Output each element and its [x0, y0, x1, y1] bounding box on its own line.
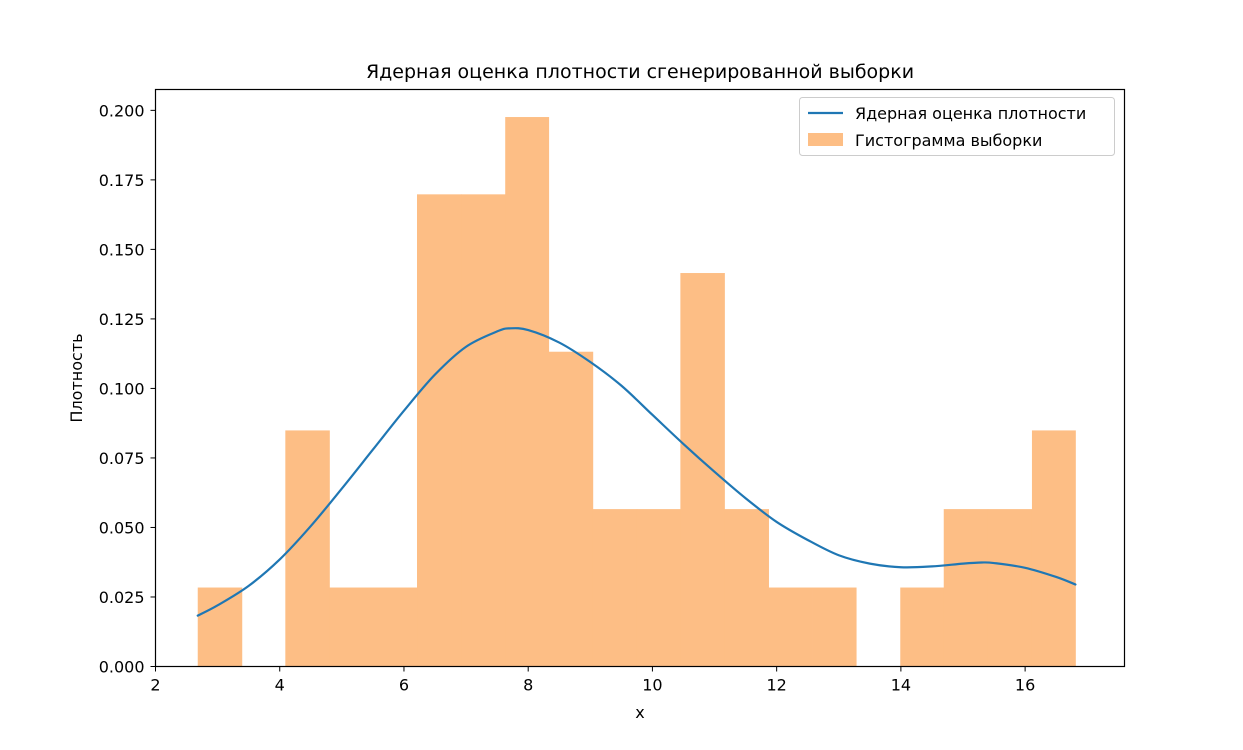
x-axis-title: x	[635, 703, 644, 722]
x-tick-label: 10	[642, 676, 662, 695]
x-tick-label: 2	[150, 676, 160, 695]
histogram-bar-6	[461, 194, 506, 667]
y-tick-label: 0.200	[99, 101, 145, 120]
histogram-bar-3	[329, 587, 374, 667]
y-tick-label: 0.125	[99, 310, 145, 329]
kde-line	[196, 327, 1077, 617]
x-tick-label: 14	[891, 676, 911, 695]
histogram-bar-14	[812, 587, 857, 667]
x-axis: 2 4 6 8 10 12 14 16	[150, 666, 1035, 695]
legend-box	[799, 97, 1115, 156]
x-tick-label: 8	[523, 676, 533, 695]
histogram-bar-5	[417, 194, 462, 667]
y-tick-label: 0.000	[99, 658, 145, 677]
x-tick-label: 12	[766, 676, 786, 695]
y-tick-label: 0.100	[99, 379, 145, 398]
legend-histogram-label: Гистограмма выборки	[855, 131, 1042, 150]
histogram-bar-16	[900, 587, 945, 667]
histogram-bar-13	[768, 587, 813, 667]
y-tick-label: 0.050	[99, 518, 145, 537]
histogram-bar-10	[636, 509, 681, 667]
histogram-bar-19	[1031, 430, 1076, 667]
y-tick-label: 0.025	[99, 588, 145, 607]
legend-kde-label: Ядерная оценка плотности	[855, 104, 1086, 123]
histogram-bar-12	[724, 509, 769, 667]
histogram-bar-17	[943, 509, 989, 667]
x-tick-label: 6	[399, 676, 409, 695]
histogram-bars	[197, 117, 1076, 667]
histogram-bar-11	[680, 273, 725, 667]
y-tick-label: 0.150	[99, 240, 145, 259]
histogram-bar-8	[548, 351, 594, 667]
y-axis: 0.000 0.025 0.050 0.075 0.100 0.125 0.150 0.175…	[99, 101, 156, 677]
y-axis-title: Плотность	[67, 333, 86, 422]
chart-title: Ядерная оценка плотности сгенерированной…	[366, 61, 914, 83]
histogram-bar-18	[987, 509, 1033, 667]
legend: Ядерная оценка плотности Гистограмма выб…	[799, 97, 1115, 156]
x-tick-label: 4	[275, 676, 285, 695]
y-tick-label: 0.075	[99, 449, 145, 468]
y-tick-label: 0.175	[99, 171, 145, 190]
histogram-bar-2	[285, 430, 330, 667]
histogram-bar-0	[197, 587, 243, 667]
x-tick-label: 16	[1015, 676, 1035, 695]
histogram-bar-4	[373, 587, 418, 667]
histogram-bar-9	[592, 509, 638, 667]
legend-histogram-swatch	[808, 133, 843, 146]
plot-frame	[154, 88, 1126, 668]
histogram-bar-7	[505, 117, 550, 667]
